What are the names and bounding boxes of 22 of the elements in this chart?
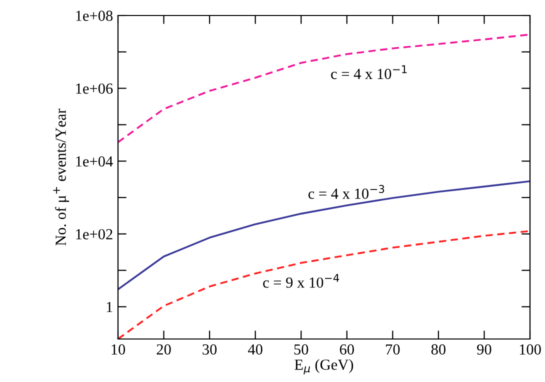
x-tick-label: 10 — [112, 344, 126, 355]
y-axis-title: No. of μ$^{+}$ events/Year — [53, 108, 70, 246]
x-tick-label: 100 — [520, 344, 541, 355]
annotation: c = 9 x 10$^{−4}$ — [263, 274, 340, 288]
y-tick-label: 1 — [106, 302, 112, 312]
annotation: c = 4 x 10$^{−1}$ — [331, 65, 407, 80]
annotation: c = 4 x 10$^{−3}$ — [308, 184, 384, 199]
x-tick-label: 20 — [156, 344, 171, 355]
y-tick-label: 1e+04 — [76, 156, 113, 167]
y-tick-label: 1e+08 — [76, 10, 113, 21]
y-tick-label: 1e+02 — [76, 229, 112, 240]
x-tick-label: 30 — [202, 344, 217, 355]
line-series — [118, 180, 530, 290]
x-tick-label: 50 — [294, 344, 308, 355]
x-tick-label: 40 — [248, 344, 262, 355]
x-tick-label: 90 — [477, 344, 492, 355]
x-tick-label: 60 — [340, 344, 354, 355]
x-tick-label: 70 — [386, 344, 400, 355]
y-tick-label: 1e+06 — [76, 83, 113, 94]
x-tick-label: 80 — [431, 344, 446, 355]
x-axis-title: E$_{μ}$ (GeV) — [294, 359, 354, 374]
line-series — [118, 34, 530, 144]
